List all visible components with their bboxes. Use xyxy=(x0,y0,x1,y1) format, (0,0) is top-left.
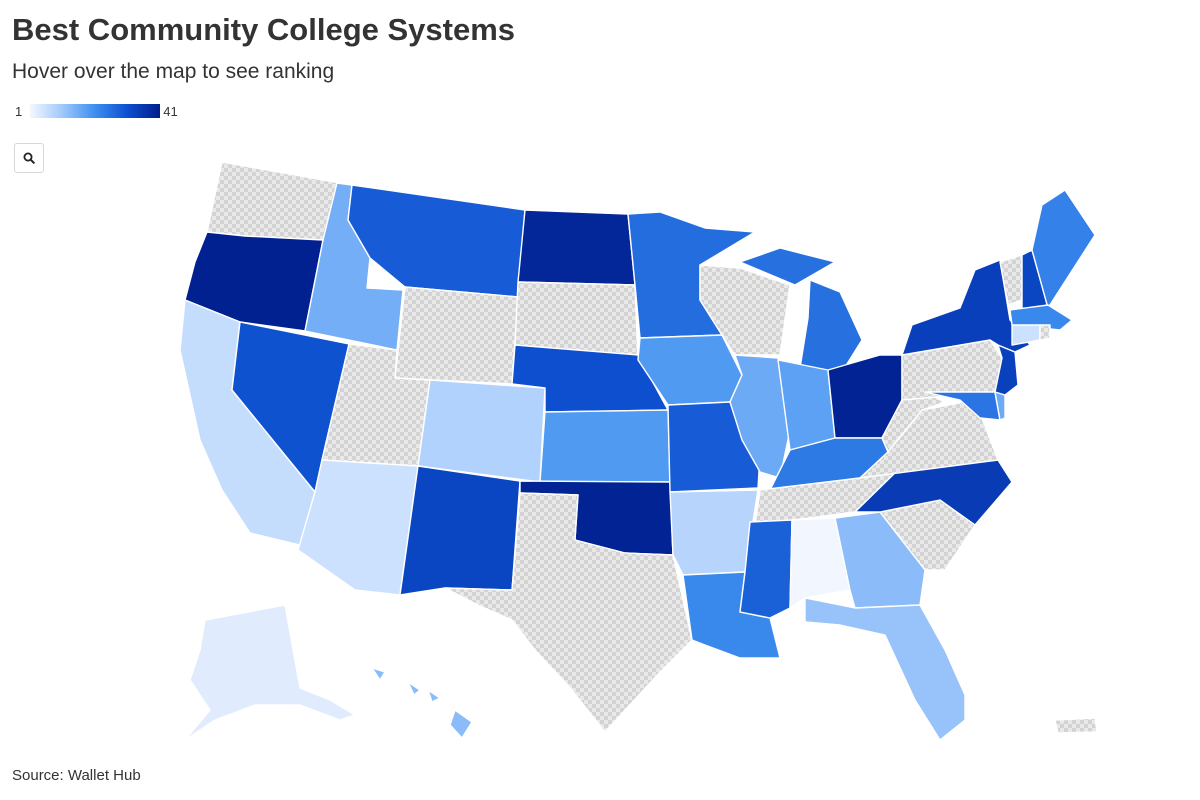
state-AL[interactable] xyxy=(789,517,851,609)
state-VA[interactable] xyxy=(859,399,999,479)
page-title: Best Community College Systems xyxy=(12,12,516,47)
state-MD[interactable] xyxy=(924,391,1001,421)
state-FL[interactable] xyxy=(804,597,966,741)
state-WI[interactable] xyxy=(699,264,791,356)
legend-gradient-bar xyxy=(30,104,161,118)
state-MA[interactable] xyxy=(1009,304,1073,331)
state-WA[interactable] xyxy=(206,161,341,241)
page-subtitle: Hover over the map to see ranking xyxy=(12,60,335,83)
state-HI[interactable] xyxy=(371,667,473,739)
state-ME[interactable] xyxy=(1031,189,1096,309)
state-NY[interactable] xyxy=(901,259,1031,356)
state-CT[interactable] xyxy=(1011,324,1041,346)
legend-min-label: 1 xyxy=(15,103,23,119)
search-icon xyxy=(23,152,35,164)
state-NM[interactable] xyxy=(399,465,521,596)
state-MT[interactable] xyxy=(347,184,526,298)
state-PR[interactable] xyxy=(1054,717,1098,734)
state-RI[interactable] xyxy=(1039,324,1051,341)
state-ND[interactable] xyxy=(517,209,636,286)
state-KS[interactable] xyxy=(539,409,671,483)
source-note: Source: Wallet Hub xyxy=(12,767,141,784)
state-shapes[interactable] xyxy=(179,161,1098,741)
state-OR[interactable] xyxy=(184,231,324,332)
legend-max-label: 41 xyxy=(163,103,178,119)
state-AK[interactable] xyxy=(184,604,356,741)
color-legend: 1 41 xyxy=(15,102,178,120)
search-button[interactable] xyxy=(14,143,44,173)
state-AR[interactable] xyxy=(669,489,759,576)
state-TX[interactable] xyxy=(444,492,693,733)
state-CO[interactable] xyxy=(417,379,546,483)
state-WY[interactable] xyxy=(394,286,519,385)
